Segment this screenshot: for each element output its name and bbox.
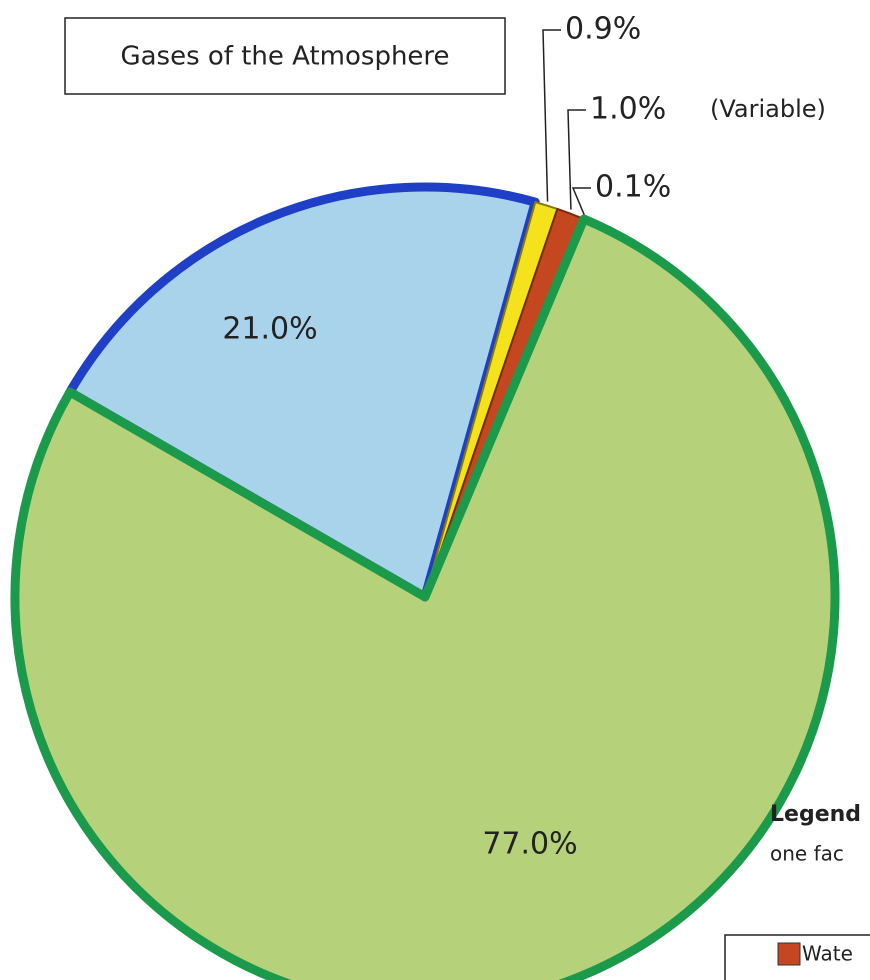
legend-text: one fac xyxy=(770,842,844,866)
legend-entry: Wate xyxy=(802,942,853,966)
data-label: 1.0% xyxy=(590,92,666,127)
annotation: (Variable) xyxy=(710,95,826,123)
title-box xyxy=(64,17,506,95)
legend-box xyxy=(724,934,870,980)
leader-line xyxy=(571,187,591,216)
data-label: 77.0% xyxy=(482,827,577,862)
legend-swatch xyxy=(777,942,801,966)
pie-slice xyxy=(65,182,540,602)
data-label: 21.0% xyxy=(222,312,317,347)
chart-title: Gases of the Atmosphere xyxy=(120,42,449,72)
pie-slice xyxy=(10,214,840,980)
leader-line xyxy=(542,29,561,202)
data-label: 0.9% xyxy=(565,12,641,47)
leader-line xyxy=(567,109,586,210)
data-label: 0.1% xyxy=(595,170,671,205)
legend-title: Legend xyxy=(770,802,861,827)
